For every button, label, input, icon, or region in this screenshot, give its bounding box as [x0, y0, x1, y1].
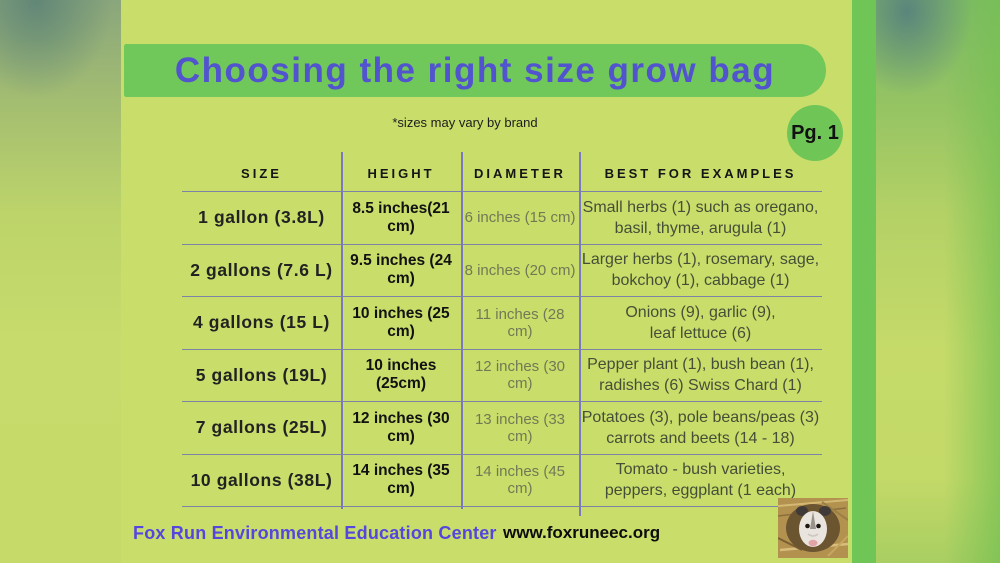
subtitle-note: *sizes may vary by brand — [392, 115, 538, 130]
cell-diameter: 11 inches (28 cm) — [475, 305, 565, 340]
examples-line-2: carrots and beets (14 - 18) — [606, 429, 795, 447]
column-divider-1 — [341, 152, 343, 509]
cell-examples: Onions (9), garlic (9), leaf lettuce (6) — [579, 302, 822, 344]
examples-line-2: bokchoy (1), cabbage (1) — [611, 272, 790, 290]
cell-size: 4 gallons (15 L) — [193, 312, 330, 333]
page-number-badge: Pg. 1 — [787, 105, 843, 161]
cell-examples: Small herbs (1) such as oregano, basil, … — [579, 197, 822, 239]
cell-height: 10 inches (25cm) — [365, 357, 437, 393]
cell-size: 10 gallons (38L) — [190, 469, 333, 490]
cell-size: 1 gallon (3.8L) — [198, 207, 325, 228]
green-edge-strip — [852, 0, 876, 563]
cell-height: 14 inches (35 cm) — [352, 462, 450, 498]
cell-examples: Tomato - bush varieties, peppers, eggpla… — [579, 459, 822, 501]
cell-size: 7 gallons (25L) — [195, 417, 328, 438]
cell-height: 8.5 inches(21 cm) — [352, 199, 450, 235]
examples-line-2: leaf lettuce (6) — [649, 324, 752, 342]
title-banner: Choosing the right size grow bag — [124, 44, 826, 97]
page-number-label: Pg. 1 — [791, 121, 839, 144]
column-header-size: SIZE — [241, 165, 282, 181]
examples-line-2: peppers, eggplant (1 each) — [604, 482, 797, 500]
cell-height: 12 inches (30 cm) — [352, 409, 450, 445]
examples-line-1: Small herbs (1) such as oregano, — [582, 198, 819, 216]
table-header-row: SIZE HEIGHT DIAMETER BEST FOR EXAMPLES — [182, 155, 822, 192]
cell-diameter: 8 inches (20 cm) — [464, 261, 576, 279]
examples-line-2: basil, thyme, arugula (1) — [614, 219, 787, 237]
table-row: 5 gallons (19L) 10 inches (25cm) 12 inch… — [182, 350, 822, 402]
cell-diameter: 13 inches (33 cm) — [474, 410, 566, 445]
opossum-photo — [778, 498, 848, 558]
examples-line-1: Pepper plant (1), bush bean (1), — [587, 356, 814, 374]
table-row: 1 gallon (3.8L) 8.5 inches(21 cm) 6 inch… — [182, 192, 822, 245]
column-divider-2 — [461, 152, 463, 509]
examples-line-1: Larger herbs (1), rosemary, sage, — [581, 251, 820, 269]
table-row: 10 gallons (38L) 14 inches (35 cm) 14 in… — [182, 455, 822, 507]
cell-examples: Larger herbs (1), rosemary, sage, bokcho… — [579, 249, 822, 291]
column-header-examples: BEST FOR EXAMPLES — [604, 165, 797, 181]
website-url: www.foxruneec.org — [503, 523, 661, 542]
grow-bag-table: SIZE HEIGHT DIAMETER BEST FOR EXAMPLES 1… — [182, 155, 822, 507]
cell-diameter: 14 inches (45 cm) — [474, 463, 566, 498]
cell-height: 10 inches (25 cm) — [352, 304, 450, 340]
examples-line-1: Potatoes (3), pole beans/peas (3) — [581, 408, 820, 426]
column-divider-3 — [579, 152, 581, 516]
table-row: 2 gallons (7.6 L) 9.5 inches (24 cm) 8 i… — [182, 245, 822, 297]
blurred-background-right — [876, 0, 1000, 563]
organization-name: Fox Run Environmental Education Center — [133, 523, 497, 543]
examples-line-1: Onions (9), garlic (9), — [625, 303, 776, 321]
cell-size: 5 gallons (19L) — [195, 364, 328, 385]
page-title: Choosing the right size grow bag — [174, 50, 776, 90]
examples-line-2: radishes (6) Swiss Chard (1) — [599, 377, 802, 395]
cell-diameter: 12 inches (30 cm) — [474, 358, 566, 393]
column-header-height: HEIGHT — [367, 165, 435, 181]
cell-diameter: 6 inches (15 cm) — [464, 209, 576, 227]
column-header-diameter: DIAMETER — [474, 165, 566, 181]
table-row: 4 gallons (15 L) 10 inches (25 cm) 11 in… — [182, 297, 822, 350]
cell-examples: Potatoes (3), pole beans/peas (3) carrot… — [579, 407, 822, 449]
table-row: 7 gallons (25L) 12 inches (30 cm) 13 inc… — [182, 402, 822, 455]
cell-size: 2 gallons (7.6 L) — [190, 259, 333, 280]
examples-line-1: Tomato - bush varieties, — [615, 461, 786, 479]
cell-examples: Pepper plant (1), bush bean (1), radishe… — [579, 354, 822, 396]
blurred-background-left — [0, 0, 121, 563]
cell-height: 9.5 inches (24 cm) — [350, 252, 452, 288]
table-body: 1 gallon (3.8L) 8.5 inches(21 cm) 6 inch… — [182, 192, 822, 507]
